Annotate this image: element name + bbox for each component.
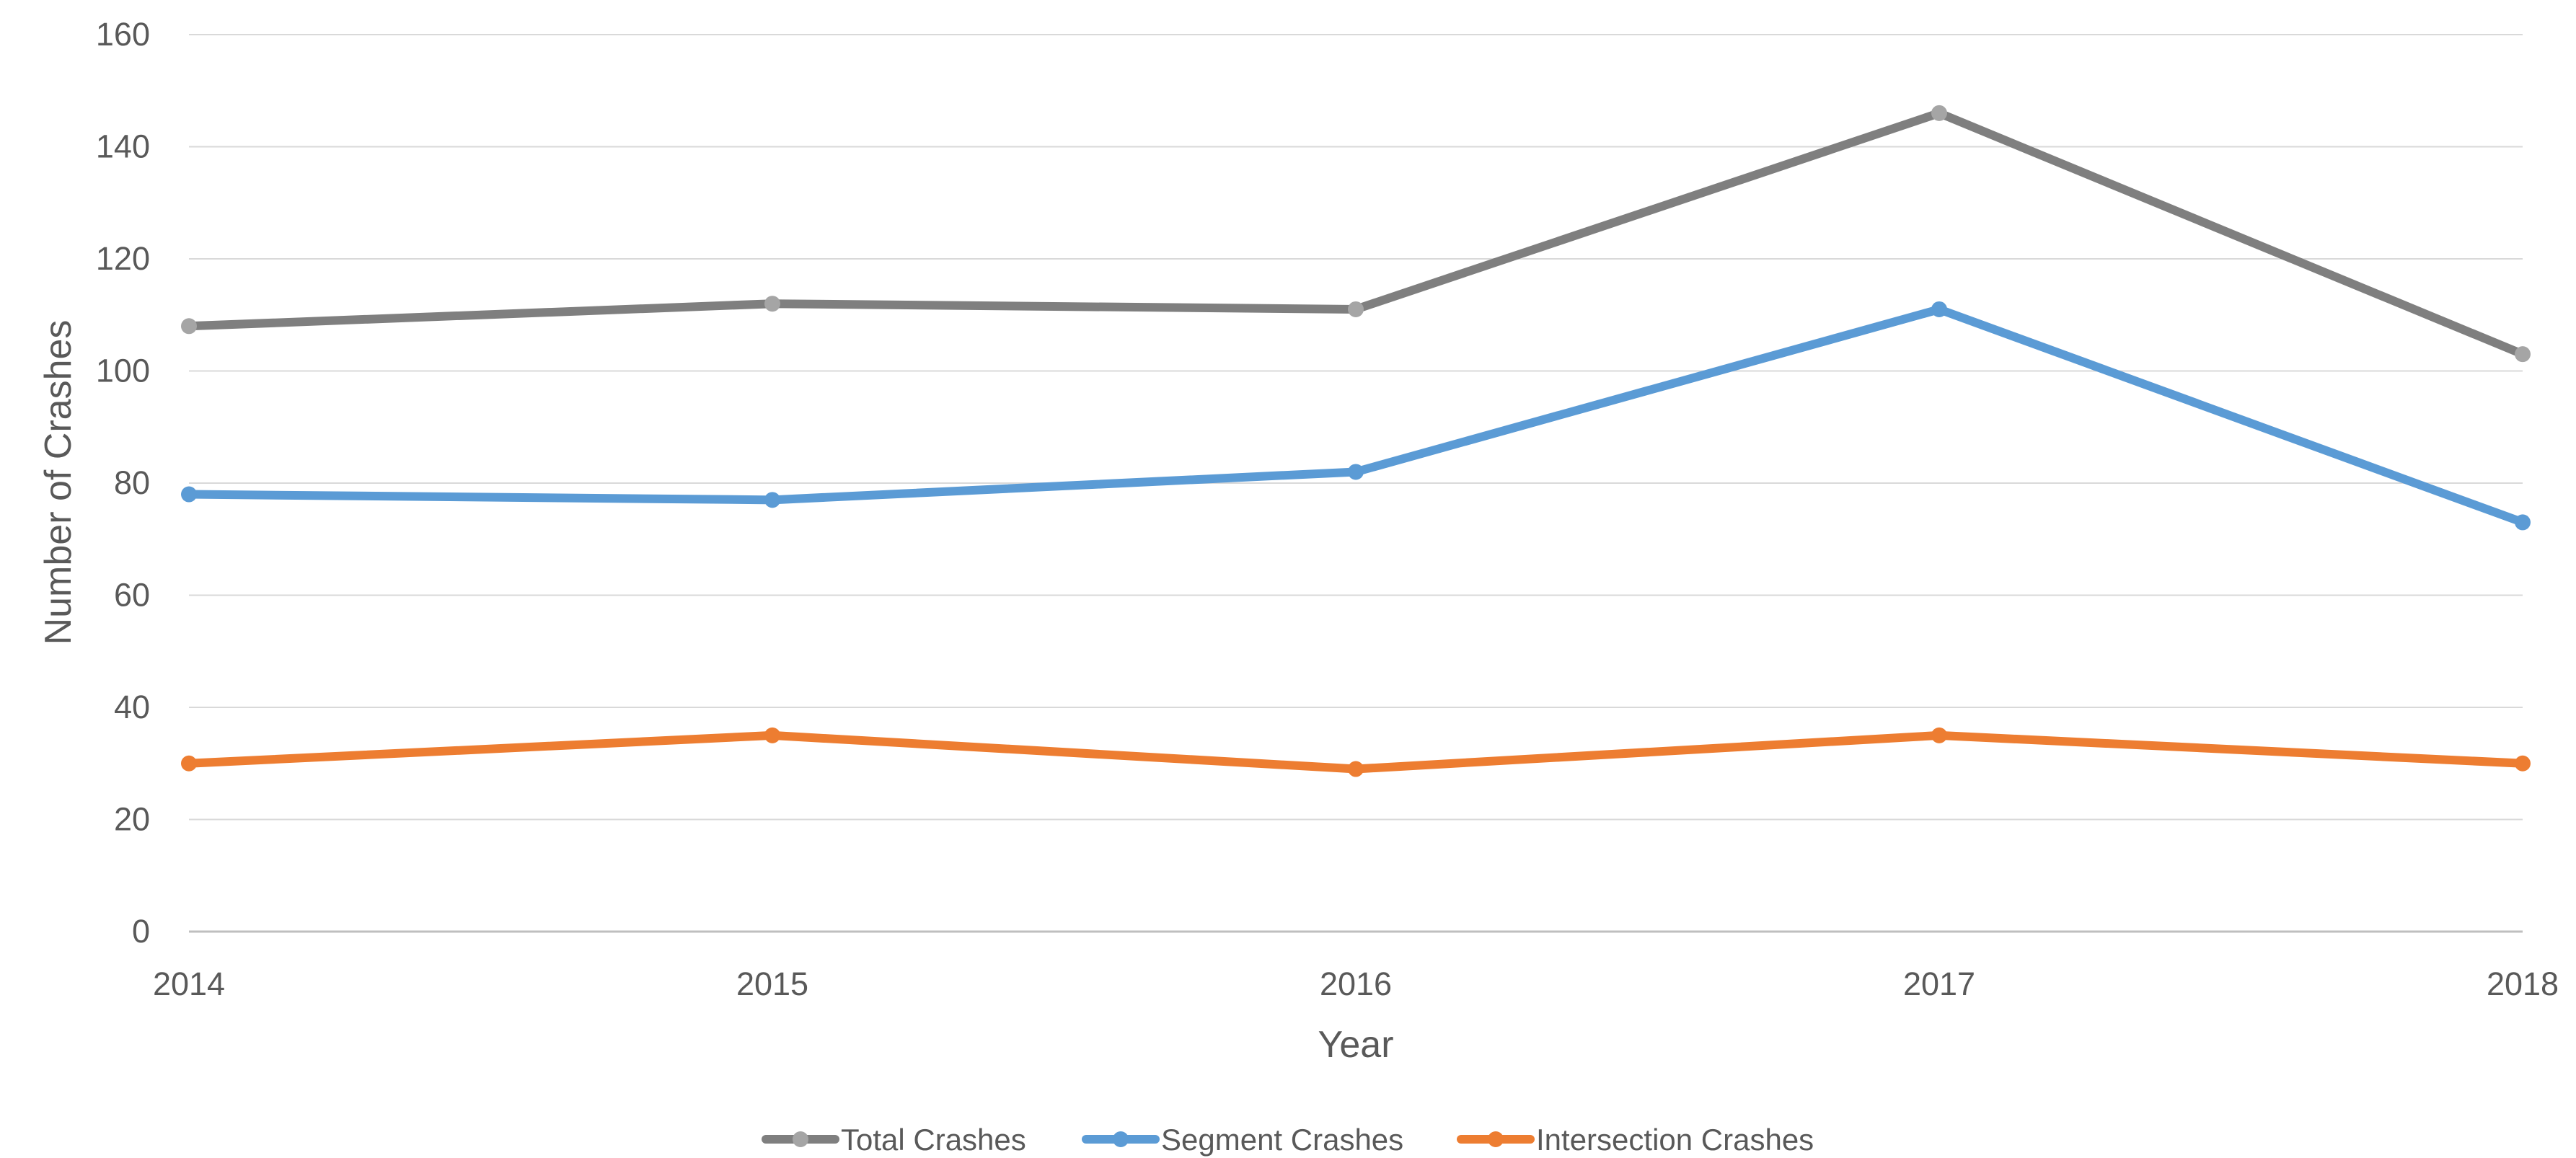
series-line	[185, 304, 2527, 527]
data-point	[2515, 755, 2531, 772]
gridlines	[189, 34, 2523, 933]
legend-label: Segment Crashes	[1161, 1123, 1403, 1157]
data-point	[181, 318, 197, 335]
legend-marker	[1488, 1131, 1504, 1147]
data-point	[181, 755, 197, 772]
series-lines	[181, 105, 2531, 777]
legend-item: Segment Crashes	[1082, 1123, 1403, 1157]
y-tick-label: 40	[114, 689, 150, 725]
x-tick-label: 2016	[1320, 965, 1392, 1002]
data-point	[764, 492, 780, 508]
y-tick-label: 20	[114, 801, 150, 838]
y-tick-label: 80	[114, 464, 150, 501]
data-point	[1348, 301, 1364, 317]
data-point	[1931, 105, 1947, 121]
y-tick-label: 60	[114, 577, 150, 614]
series-intersection-crashes	[181, 727, 2531, 777]
legend-item: Total Crashes	[762, 1123, 1026, 1157]
y-tick-label: 0	[132, 913, 150, 950]
x-axis-title: Year	[1318, 1024, 1393, 1066]
data-point	[2515, 514, 2531, 531]
data-point	[1348, 464, 1364, 480]
data-point	[764, 296, 780, 312]
legend: Total Crashes Segment Crashes Intersection…	[762, 1123, 1814, 1157]
data-point	[764, 727, 780, 743]
y-tick-label: 120	[96, 240, 150, 277]
x-tick-label: 2015	[736, 965, 808, 1002]
legend-marker	[1113, 1131, 1129, 1147]
data-point	[2515, 346, 2531, 363]
series-total-crashes	[181, 105, 2531, 363]
data-point	[1348, 761, 1364, 777]
y-tick-label: 160	[96, 16, 150, 53]
data-point	[181, 486, 197, 503]
legend-item: Intersection Crashes	[1457, 1123, 1814, 1157]
series-segment-crashes	[181, 301, 2531, 531]
x-tick-label: 2018	[2487, 965, 2559, 1002]
x-tick-label: 2017	[1903, 965, 1975, 1002]
y-tick-label: 140	[96, 128, 150, 165]
x-tick-label: 2014	[153, 965, 225, 1002]
y-axis-title: Number of Crashes	[38, 320, 79, 645]
data-point	[1931, 727, 1947, 743]
series-line	[185, 108, 2527, 359]
legend-label: Total Crashes	[841, 1123, 1026, 1157]
legend-label: Intersection Crashes	[1536, 1123, 1814, 1157]
legend-marker	[793, 1131, 808, 1147]
data-point	[1931, 301, 1947, 317]
y-tick-label: 100	[96, 353, 150, 389]
axes: 0 20 40 60 80 100 120 140 160 2014 2015 2016 2017 201…	[96, 16, 2559, 1002]
